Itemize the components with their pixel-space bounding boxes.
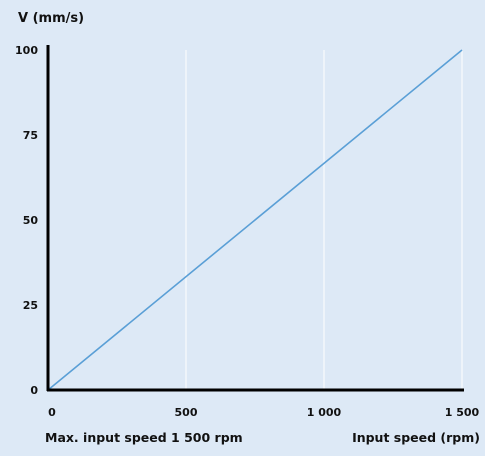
axes (46, 45, 464, 392)
x-tick-label-1500: 1 500 (445, 406, 480, 419)
grid-lines (185, 50, 463, 390)
y-tick-label-0: 0 (30, 384, 38, 397)
x-tick-label-500: 500 (175, 406, 198, 419)
x-tick-label-0: 0 (48, 406, 56, 419)
series-layer (47, 49, 463, 391)
y-tick-label-100: 100 (15, 44, 38, 57)
x-tick-labels: 0 500 1 000 1 500 (48, 406, 479, 419)
y-tick-labels: 0 25 50 75 100 (15, 44, 38, 397)
y-tick-label-25: 25 (23, 299, 38, 312)
x-axis-title: Input speed (rpm) (352, 430, 480, 445)
y-axis-title: V (mm/s) (18, 11, 84, 26)
y-tick-label-75: 75 (23, 129, 38, 142)
max-speed-annotation: Max. input speed 1 500 rpm (45, 430, 243, 445)
y-tick-label-50: 50 (23, 214, 39, 227)
x-tick-label-1000: 1 000 (307, 406, 342, 419)
series-line-0 (47, 49, 463, 391)
